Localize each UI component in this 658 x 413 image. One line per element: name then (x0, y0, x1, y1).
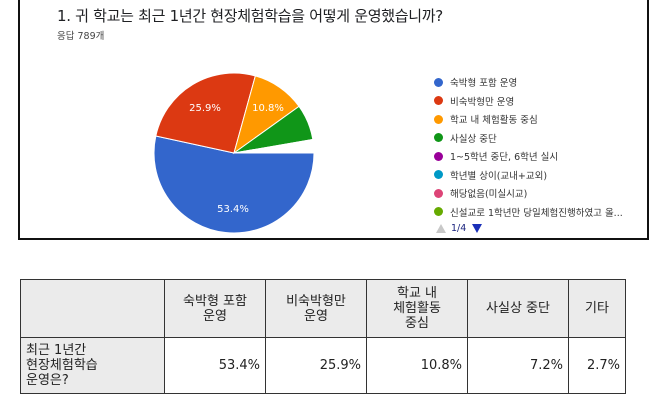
pie-slice (155, 72, 256, 154)
legend-dot-icon (434, 77, 443, 87)
response-count: 응답 789개 (57, 31, 105, 42)
pie-chart: 53.4% 25.9% 10.8% (153, 72, 315, 234)
next-page-icon[interactable] (472, 224, 483, 233)
table-header-row: 숙박형 포함 운영 비숙박형만 운영 학교 내 체험활동 중심 사실상 중단 기타 (20, 279, 626, 338)
form-summary-card: 1. 귀 학교는 최근 1년간 현장체험학습을 어떻게 운영했습니까? 응답 7… (18, 0, 649, 240)
table-header-cell: 학교 내 체험활동 중심 (366, 279, 468, 338)
legend-dot-icon (434, 170, 443, 180)
legend-item: 신설교로 1학년만 당일체험진행하였고 올... (434, 203, 623, 222)
page-indicator: 1/4 (451, 223, 467, 234)
table-row: 최근 1년간 현장체험학습 운영은? 53.4% 25.9% 10.8% 7.2% … (20, 337, 626, 394)
pie-slice (233, 138, 315, 154)
table-header-cell: 사실상 중단 (467, 279, 569, 338)
pie-slice (153, 135, 315, 234)
chart-legend: 숙박형 포함 운영 비숙박형만 운영 학교 내 체험활동 중심 사실상 중단 1… (434, 73, 623, 221)
question-title: 1. 귀 학교는 최근 1년간 현장체험학습을 어떻게 운영했습니까? (57, 7, 443, 25)
legend-item: 1~5학년 중단, 6학년 실시 (434, 147, 623, 166)
legend-item: 사실상 중단 (434, 129, 623, 148)
legend-dot-icon (434, 151, 443, 161)
previous-page-icon[interactable] (436, 224, 446, 233)
legend-dot-icon (434, 207, 443, 217)
legend-item: 학교 내 체험활동 중심 (434, 110, 623, 129)
legend-dot-icon (434, 188, 443, 198)
pie-label-red: 25.9% (189, 103, 221, 114)
legend-dot-icon (434, 114, 443, 124)
legend-dot-icon (434, 133, 443, 143)
table-header-cell: 비숙박형만 운영 (265, 279, 367, 338)
table-row-label: 최근 1년간 현장체험학습 운영은? (20, 337, 165, 394)
table-header-cell: 숙박형 포함 운영 (164, 279, 266, 338)
table-cell: 53.4% (164, 337, 266, 394)
table-cell: 10.8% (366, 337, 468, 394)
legend-item: 학년별 상이(교내+교외) (434, 166, 623, 185)
pie-label-blue: 53.4% (217, 204, 249, 215)
legend-item: 숙박형 포함 운영 (434, 73, 623, 92)
table-cell: 7.2% (467, 337, 569, 394)
table-cell: 2.7% (568, 337, 626, 394)
table-cell: 25.9% (265, 337, 367, 394)
table-header-cell: 기타 (568, 279, 626, 338)
pie-label-orange: 10.8% (252, 103, 284, 114)
legend-item: 해당없음(미실시교) (434, 184, 623, 203)
table-corner-cell (20, 279, 165, 338)
summary-table: 숙박형 포함 운영 비숙박형만 운영 학교 내 체험활동 중심 사실상 중단 기타 최근… (20, 279, 626, 394)
legend-dot-icon (434, 96, 443, 106)
legend-item: 비숙박형만 운영 (434, 92, 623, 111)
legend-pager: 1/4 (436, 223, 483, 234)
